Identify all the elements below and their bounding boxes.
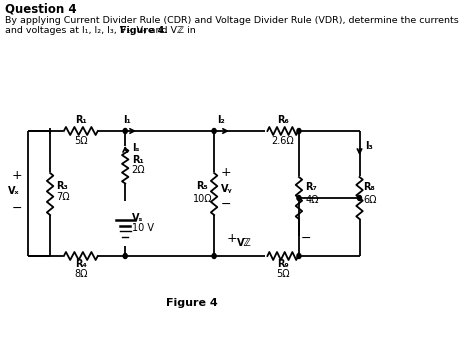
Text: 5Ω: 5Ω [276,269,290,279]
Text: 6Ω: 6Ω [364,195,377,205]
Text: R₁: R₁ [75,115,87,125]
Text: −: − [12,202,23,215]
Circle shape [357,196,362,200]
Text: I₃: I₃ [365,141,373,151]
Text: 4Ω: 4Ω [305,195,319,205]
Text: Figure 4: Figure 4 [165,298,218,308]
Text: R₆: R₆ [277,115,289,125]
Text: Vᵧ: Vᵧ [220,184,232,194]
Text: +: + [220,166,231,179]
Circle shape [297,129,301,134]
Circle shape [297,253,301,258]
Text: 10Ω: 10Ω [193,194,213,204]
Text: R₈: R₈ [364,182,375,192]
Text: I₂: I₂ [217,115,224,125]
Text: 10 V: 10 V [132,223,154,233]
Circle shape [123,253,127,258]
Text: 2Ω: 2Ω [132,165,146,175]
Text: +: + [12,169,23,182]
Circle shape [297,196,301,200]
Text: R₄: R₄ [75,259,87,269]
Text: I₁: I₁ [123,115,131,125]
Text: R₉: R₉ [277,259,289,269]
Text: Vℤ: Vℤ [237,238,252,248]
Text: R₃: R₃ [56,181,68,191]
Text: By applying Current Divider Rule (CDR) and Voltage Divider Rule (VDR), determine: By applying Current Divider Rule (CDR) a… [5,16,459,25]
Text: Question 4: Question 4 [5,3,76,16]
Text: R₁: R₁ [132,155,144,165]
Text: Vₛ: Vₛ [132,213,143,223]
Text: 7Ω: 7Ω [56,192,70,202]
Text: 5Ω: 5Ω [74,136,88,146]
Text: and voltages at I₁, I₂, I₃, Vₓ, Vᵧ and Vℤ in: and voltages at I₁, I₂, I₃, Vₓ, Vᵧ and V… [5,26,199,35]
Text: R₇: R₇ [305,182,317,192]
Circle shape [212,253,216,258]
Text: −: − [301,232,311,245]
Text: 8Ω: 8Ω [74,269,88,279]
Text: Figure 4.: Figure 4. [119,26,168,35]
Circle shape [212,129,216,134]
Text: 2.6Ω: 2.6Ω [272,136,294,146]
Text: R₅: R₅ [196,181,208,191]
Text: Iₛ: Iₛ [133,143,140,153]
Circle shape [123,129,127,134]
Text: −: − [220,198,231,211]
Text: Vₓ: Vₓ [8,186,19,196]
Text: +: + [226,232,237,245]
